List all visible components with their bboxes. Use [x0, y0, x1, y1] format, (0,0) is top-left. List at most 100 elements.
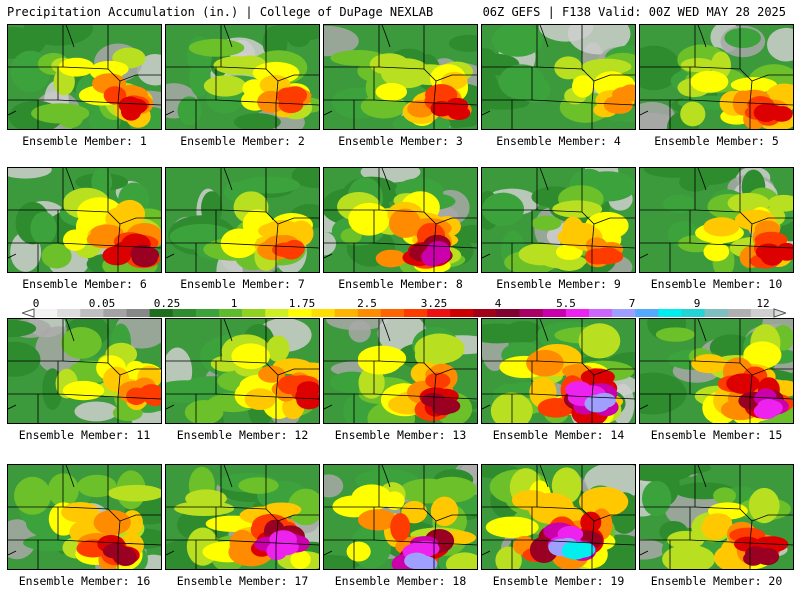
ensemble-member-map	[165, 318, 320, 424]
ensemble-member-label: Ensemble Member: 16	[18, 574, 151, 588]
ensemble-member-label: Ensemble Member: 17	[176, 574, 309, 588]
scale-tick-label: 0.25	[153, 297, 181, 310]
precip-field	[324, 168, 477, 272]
color-scale-swatch	[727, 309, 752, 317]
ensemble-member-label: Ensemble Member: 5	[654, 134, 779, 148]
ensemble-member-map	[639, 464, 794, 570]
state-borders	[166, 25, 319, 129]
precip-field	[166, 168, 319, 272]
precip-field	[324, 25, 477, 129]
color-scale-swatch	[612, 309, 636, 317]
precip-field	[482, 25, 635, 129]
state-borders	[166, 319, 319, 423]
precip-field	[8, 465, 161, 569]
ensemble-member-map	[165, 24, 320, 130]
ensemble-member-map	[165, 464, 320, 570]
precip-field	[8, 168, 161, 272]
color-scale-swatch	[80, 309, 104, 317]
ensemble-member-map	[323, 318, 478, 424]
scale-tick-label: 2.5	[357, 297, 377, 310]
ensemble-member-label: Ensemble Member: 20	[650, 574, 783, 588]
color-scale-swatch	[242, 309, 266, 317]
color-scale-swatch	[103, 309, 127, 317]
color-scale-swatch	[635, 309, 659, 317]
state-borders	[640, 319, 793, 423]
precip-field	[166, 465, 319, 569]
ensemble-member-label: Ensemble Member: 3	[338, 134, 463, 148]
color-scale-swatch	[34, 309, 58, 317]
state-borders	[324, 25, 477, 129]
color-scale-swatch	[496, 309, 520, 317]
scale-tick-label: 7	[628, 297, 636, 310]
model-run-valid-time: 06Z GEFS | F138 Valid: 00Z WED MAY 28 20…	[482, 5, 786, 19]
color-scale-swatch	[380, 309, 405, 317]
ensemble-member-label: Ensemble Member: 18	[334, 574, 467, 588]
state-borders	[166, 168, 319, 272]
color-scale-swatch	[658, 309, 682, 317]
color-scale-swatch	[195, 309, 220, 317]
state-borders	[324, 168, 477, 272]
color-scale-swatch	[219, 309, 243, 317]
color-scale-swatch	[589, 309, 613, 317]
color-scale-swatch	[265, 309, 289, 317]
state-borders	[324, 465, 477, 569]
ensemble-member-map	[639, 24, 794, 130]
color-scale-swatch	[750, 309, 775, 317]
state-borders	[640, 465, 793, 569]
precip-field	[482, 465, 635, 569]
ensemble-member-map	[323, 464, 478, 570]
color-scale-swatch	[311, 309, 335, 317]
precip-field	[482, 168, 635, 272]
precip-field	[166, 25, 319, 129]
ensemble-member-label: Ensemble Member: 11	[18, 428, 151, 442]
state-borders	[640, 25, 793, 129]
ensemble-member-label: Ensemble Member: 6	[22, 277, 147, 291]
scale-tick-label: 12	[756, 297, 770, 310]
color-scale-swatch	[542, 309, 567, 317]
ensemble-member-map	[481, 464, 636, 570]
precip-field	[482, 319, 635, 423]
ensemble-member-map	[165, 167, 320, 273]
precip-field	[166, 319, 319, 423]
state-borders	[8, 465, 161, 569]
precip-field	[8, 319, 161, 423]
color-scale-swatch	[334, 309, 359, 317]
color-scale-swatch	[149, 309, 174, 317]
ensemble-member-map	[639, 167, 794, 273]
ensemble-member-label: Ensemble Member: 10	[650, 277, 783, 291]
precip-color-scale	[22, 308, 786, 318]
ensemble-member-map	[481, 318, 636, 424]
state-borders	[166, 465, 319, 569]
color-scale-swatch	[519, 309, 544, 317]
ensemble-member-label: Ensemble Member: 7	[180, 277, 305, 291]
state-borders	[482, 25, 635, 129]
precip-field	[8, 25, 161, 129]
ensemble-member-map	[323, 167, 478, 273]
color-scale-swatch	[565, 309, 590, 317]
scale-tick-label: 3.25	[420, 297, 448, 310]
scale-tick-label: 9	[693, 297, 701, 310]
color-scale-swatch	[172, 309, 197, 317]
precip-field	[640, 465, 793, 569]
color-scale-swatch	[126, 309, 150, 317]
ensemble-member-map	[481, 24, 636, 130]
color-scale-swatch	[427, 309, 451, 317]
state-borders	[324, 319, 477, 423]
color-scale-swatch	[404, 309, 428, 317]
ensemble-member-map	[7, 167, 162, 273]
state-borders	[640, 168, 793, 272]
ensemble-member-map	[7, 464, 162, 570]
ensemble-member-label: Ensemble Member: 12	[176, 428, 309, 442]
ensemble-member-map	[481, 167, 636, 273]
precip-field	[324, 319, 477, 423]
state-borders	[482, 465, 635, 569]
ensemble-member-map	[7, 24, 162, 130]
ensemble-member-label: Ensemble Member: 13	[334, 428, 467, 442]
state-borders	[482, 319, 635, 423]
color-scale-swatch	[57, 309, 81, 317]
ensemble-member-label: Ensemble Member: 9	[496, 277, 621, 291]
color-scale-swatch	[288, 309, 312, 317]
precip-field	[640, 25, 793, 129]
state-borders	[8, 168, 161, 272]
ensemble-member-label: Ensemble Member: 15	[650, 428, 783, 442]
